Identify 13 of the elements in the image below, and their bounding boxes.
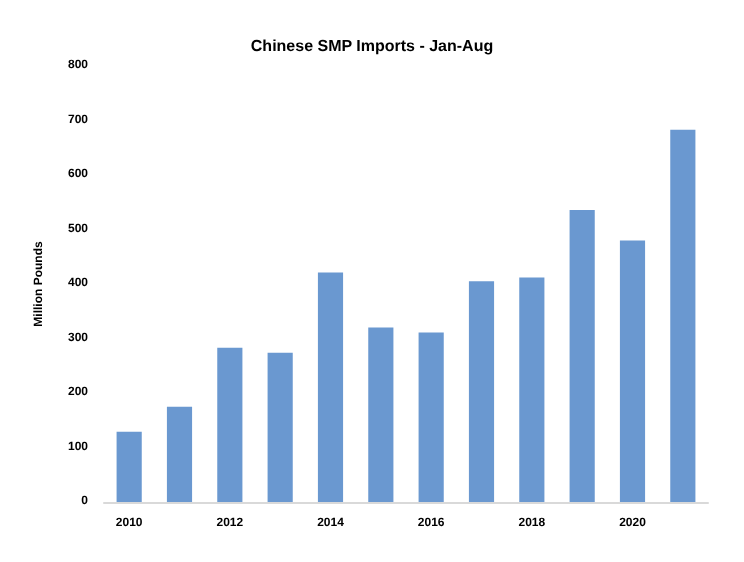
bar: [217, 347, 243, 502]
bar: [468, 281, 495, 502]
bar: [166, 406, 193, 502]
bar: [116, 431, 142, 502]
bar: [267, 352, 293, 502]
bar: [670, 129, 696, 502]
bar: [368, 327, 394, 502]
bar: [569, 209, 595, 502]
bar: [317, 272, 344, 502]
chart-title: Chinese SMP Imports - Jan-Aug: [250, 37, 494, 55]
bar: [418, 332, 444, 502]
bar: [619, 240, 646, 502]
bar: [519, 277, 545, 502]
